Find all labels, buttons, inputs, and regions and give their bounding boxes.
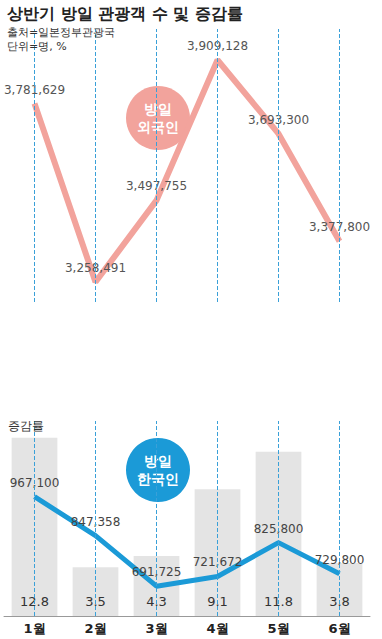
svg-text:12.8: 12.8 bbox=[20, 594, 49, 609]
svg-text:5월: 5월 bbox=[267, 621, 289, 636]
svg-text:721,672: 721,672 bbox=[192, 555, 243, 570]
svg-text:3,497,755: 3,497,755 bbox=[126, 179, 187, 194]
svg-text:출처=일본정부관광국: 출처=일본정부관광국 bbox=[7, 26, 115, 39]
svg-text:3,693,300: 3,693,300 bbox=[248, 112, 309, 127]
svg-text:847,358: 847,358 bbox=[70, 514, 121, 529]
svg-text:1월: 1월 bbox=[23, 621, 45, 636]
svg-text:3,781,629: 3,781,629 bbox=[4, 82, 65, 97]
svg-text:3월: 3월 bbox=[145, 621, 167, 636]
svg-text:외국인: 외국인 bbox=[137, 119, 179, 135]
svg-text:4.3: 4.3 bbox=[146, 594, 167, 609]
svg-text:6월: 6월 bbox=[328, 621, 350, 636]
svg-text:3,377,800: 3,377,800 bbox=[309, 220, 370, 235]
svg-text:729,800: 729,800 bbox=[314, 552, 365, 567]
svg-text:691,725: 691,725 bbox=[131, 565, 182, 580]
svg-text:방일: 방일 bbox=[144, 453, 172, 469]
svg-text:증감률: 증감률 bbox=[8, 419, 44, 433]
svg-text:방일: 방일 bbox=[144, 101, 172, 117]
svg-text:3,909,128: 3,909,128 bbox=[187, 39, 248, 53]
svg-text:3.8: 3.8 bbox=[329, 594, 350, 609]
svg-text:4월: 4월 bbox=[206, 621, 228, 636]
svg-text:한국인: 한국인 bbox=[137, 471, 179, 487]
svg-text:단위=명, %: 단위=명, % bbox=[7, 40, 67, 53]
svg-text:967,100: 967,100 bbox=[9, 475, 60, 490]
svg-text:2월: 2월 bbox=[84, 621, 106, 636]
svg-text:3,258,491: 3,258,491 bbox=[65, 261, 126, 275]
svg-text:9.1: 9.1 bbox=[207, 594, 228, 609]
svg-text:상반기 방일 관광객 수 및 증감률: 상반기 방일 관광객 수 및 증감률 bbox=[7, 4, 243, 23]
svg-text:825,800: 825,800 bbox=[253, 521, 304, 536]
svg-text:3.5: 3.5 bbox=[85, 594, 106, 609]
svg-text:11.8: 11.8 bbox=[264, 594, 293, 609]
